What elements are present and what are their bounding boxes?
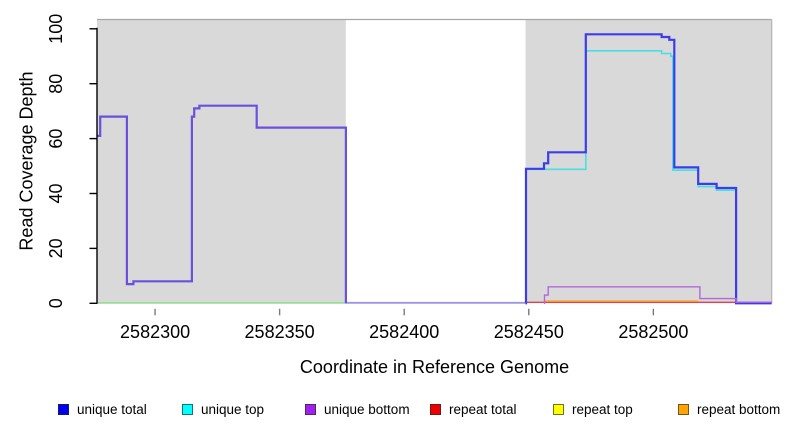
- legend-item-unique-bottom: unique bottom: [305, 398, 410, 420]
- left-shaded-region: [97, 19, 346, 304]
- legend-label: repeat total: [449, 401, 517, 417]
- series-unique-bottom-right: [543, 286, 772, 304]
- legend-label: unique top: [201, 401, 265, 417]
- y-tick-label: 40: [46, 183, 66, 203]
- series-unique-total-right: [524, 33, 772, 305]
- x-tick-label: 2582400: [369, 322, 439, 342]
- legend-swatch-icon: [58, 403, 69, 415]
- legend-item-repeat-total: repeat total: [430, 398, 517, 420]
- legend-swatch-icon: [553, 403, 564, 415]
- x-tick-label: 2582300: [120, 322, 190, 342]
- x-axis-title: Coordinate in Reference Genome: [299, 357, 570, 377]
- x-tick-label: 2582350: [245, 322, 315, 342]
- middle-white-region: [345, 19, 526, 304]
- y-tick-label: 60: [46, 129, 66, 149]
- legend-item-unique-top: unique top: [182, 398, 264, 420]
- series-unique-total-left: [97, 104, 347, 304]
- y-tick-label: 100: [46, 14, 66, 44]
- legend-label: repeat bottom: [697, 401, 781, 417]
- y-tick-label: 20: [46, 238, 66, 258]
- y-tick-label: 80: [46, 74, 66, 94]
- legend-swatch-icon: [430, 403, 441, 415]
- legend-swatch-icon: [678, 403, 689, 415]
- legend-swatch-icon: [305, 403, 316, 415]
- legend-label: repeat top: [572, 401, 633, 417]
- legend-label: unique bottom: [324, 401, 410, 417]
- legend-item-repeat-top: repeat top: [553, 398, 633, 420]
- legend-item-unique-total: unique total: [58, 398, 147, 420]
- legend-item-repeat-bottom: repeat bottom: [678, 398, 780, 420]
- legend-label: unique total: [77, 401, 147, 417]
- legend-swatch-icon: [182, 403, 193, 415]
- y-tick-label: 0: [46, 298, 66, 308]
- right-shaded-region: [525, 19, 772, 304]
- x-tick-label: 2582500: [618, 322, 688, 342]
- legend: unique total unique top unique bottom repea…: [0, 398, 792, 422]
- x-tick-label: 2582450: [494, 322, 564, 342]
